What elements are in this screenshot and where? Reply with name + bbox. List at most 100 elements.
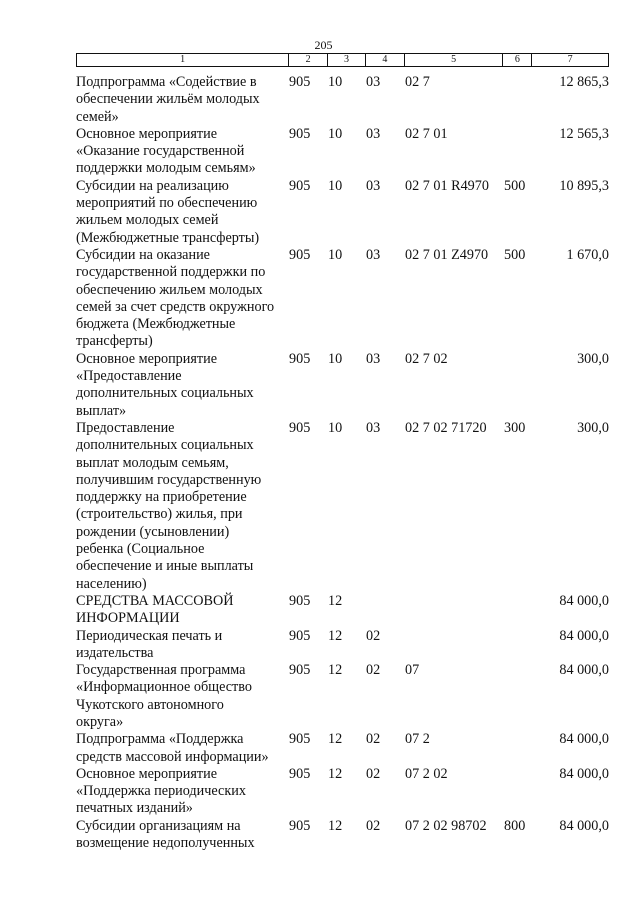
table-row: Основное мероприятие «Предоставление допол… [76,351,609,420]
row-name-line: Периодическая печать и [76,627,223,644]
table-row: Подпрограмма «Содействие в обеспечении жи… [76,74,609,126]
table-row: Основное мероприятие «Поддержка периодиче… [76,766,609,818]
cell-c5 [405,593,504,628]
row-name-line: поддержки молодым семьям» [76,160,256,177]
cell-c2: 905 [289,350,311,367]
row-name: СРЕДСТВА МАССОВОЙ ИНФОРМАЦИИ [76,593,289,628]
cell-c2: 905 [289,74,311,90]
table-row: Субсидии на оказание государственной подд… [76,247,609,351]
row-name-line: Подпрограмма «Содействие в [76,74,257,90]
cell-c6 [504,593,533,628]
cell-c4: 02 [366,627,381,644]
row-name-line: обеспечение и иные выплаты [76,558,254,575]
row-name-line: (Межбюджетные трансферты) [76,229,260,246]
cell-c6: 800 [504,817,526,834]
row-name-line: «Поддержка периодических [76,783,246,800]
row-name-line: населению) [76,575,147,592]
row-name: Подпрограмма «Содействие в обеспечении жи… [76,74,289,126]
cell-c2: 905 [289,765,311,782]
row-name-line: «Информационное общество [76,679,252,696]
cell-c6 [504,731,533,766]
table-row: Субсидии на реализацию мероприятий по обе… [76,178,609,247]
row-name-line: Чукотского автономного [76,696,224,713]
row-name-line: выплат» [76,402,127,419]
cell-c7: 300,0 [577,350,609,367]
row-name-line: дополнительных социальных [76,385,254,402]
cell-c7: 84 000,0 [559,817,609,834]
header-col-5: 5 [405,54,504,66]
row-name-line: ребенка (Социальное [76,541,205,558]
row-name-line: Подпрограмма «Поддержка [76,731,244,748]
row-name-line: печатных изданий» [76,800,193,817]
cell-c2: 905 [289,817,311,834]
row-name: Основное мероприятие «Предоставление допол… [76,351,289,420]
cell-c5: 02 7 02 [405,350,448,367]
row-name: Субсидии организациям на возмещение недоп… [76,818,289,853]
cell-c4: 03 [366,350,381,367]
cell-c2: 905 [289,627,311,644]
cell-c5: 02 7 [405,74,430,90]
cell-c3: 12 [328,731,343,748]
cell-c6: 500 [504,177,526,194]
row-name-line: получившим государственную [76,471,262,488]
cell-c7: 300,0 [577,419,609,436]
cell-c2: 905 [289,731,311,748]
cell-c5: 07 2 02 [405,765,448,782]
page-number: 205 [314,38,333,52]
cell-c3: 10 [328,125,343,142]
row-name: Подпрограмма «Поддержка средств массовой … [76,731,289,766]
table-row: Основное мероприятие «Оказание государств… [76,126,609,178]
table-body: Подпрограмма «Содействие в обеспечении жи… [76,74,609,852]
cell-c6 [504,662,533,731]
cell-c4: 03 [366,177,381,194]
cell-c5: 02 7 01 Z4970 [405,246,489,263]
cell-c4: 02 [366,662,381,679]
cell-c3: 10 [328,350,343,367]
row-name: Государственная программа «Информационное… [76,662,289,731]
cell-c5 [405,628,504,663]
header-col-2: 2 [289,54,329,66]
row-name-line: семей за счет средств окружного [76,298,275,315]
cell-c2: 905 [289,662,311,679]
table-row: Периодическая печать и издательства 905 12 0… [76,628,609,663]
row-name: Основное мероприятие «Поддержка периодиче… [76,766,289,818]
cell-c4: 02 [366,731,381,748]
table-row: СРЕДСТВА МАССОВОЙ ИНФОРМАЦИИ 905 12 84 000,0 [76,593,609,628]
cell-c3: 12 [328,592,343,609]
cell-c4: 02 [366,765,381,782]
cell-c7: 84 000,0 [559,627,609,644]
row-name-line: «Оказание государственной [76,143,245,160]
row-name-line: возмещение недополученных [76,835,255,852]
cell-c7: 12 865,3 [559,74,609,90]
cell-c5: 07 [405,662,420,679]
cell-c4: 03 [366,74,381,90]
row-name-line: Основное мероприятие [76,350,217,367]
row-name-line: семей» [76,108,119,125]
table-row: Субсидии организациям на возмещение недоп… [76,818,609,853]
cell-c5: 02 7 02 71720 [405,419,487,436]
row-name-line: мероприятий по обеспечению [76,195,258,212]
row-name-line: рождении (усыновлении) [76,523,230,540]
row-name-line: Субсидии на реализацию [76,177,229,194]
row-name-line: ИНФОРМАЦИИ [76,610,180,627]
header-col-6: 6 [503,54,533,66]
header-col-1: 1 [77,54,290,66]
cell-c4: 03 [366,125,381,142]
row-name-line: округа» [76,713,124,730]
cell-c7: 84 000,0 [559,592,609,609]
row-name-line: жильем молодых семей [76,212,219,229]
cell-c6 [504,628,533,663]
cell-c6 [504,74,533,126]
row-name: Основное мероприятие «Оказание государств… [76,126,289,178]
cell-c7: 84 000,0 [559,731,609,748]
cell-c3: 12 [328,765,343,782]
cell-c2: 905 [289,246,311,263]
row-name: Предоставление дополнительных социальных в… [76,420,289,593]
cell-c2: 905 [289,419,311,436]
cell-c7: 10 895,3 [559,177,609,194]
cell-c7: 84 000,0 [559,662,609,679]
cell-c5: 02 7 01 [405,125,448,142]
cell-c4 [366,593,405,628]
row-name-line: бюджета (Межбюджетные [76,316,236,333]
row-name-line: поддержку на приобретение [76,489,247,506]
